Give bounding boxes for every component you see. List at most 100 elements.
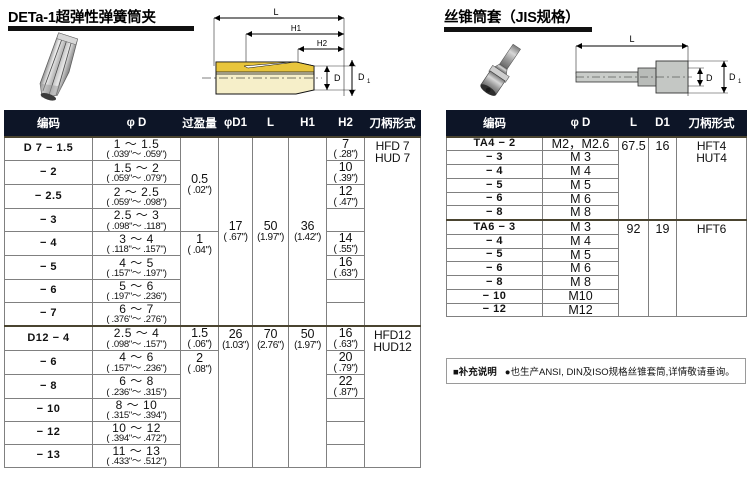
cell-code: − 4 [4, 231, 93, 257]
col-header-code: 编码 [4, 110, 93, 137]
col-header-l: L [618, 110, 649, 137]
cell-code: − 8 [446, 275, 543, 290]
cell-fit: 1.5 ( .06") [180, 324, 219, 351]
collet-dimension-drawing: L H1 H2 D D 1 [202, 7, 371, 96]
table-row: − 5 M 5 [446, 177, 747, 193]
table-row: D 7 − 1.5 1 ～ 1.5 ( .039"～ .059") 0.5 ( … [4, 135, 421, 327]
table-row: D12 − 4 2.5 ～ 4 ( .098"～ .157") 1.5 ( .0… [4, 324, 421, 468]
cell-phi-d: M 3 [542, 150, 619, 165]
col-header-holder: 刀柄形式 [676, 110, 747, 137]
cell-code: − 4 [446, 233, 543, 249]
cell-phi-d: 1 ～ 1.5 ( .039"～ .059") [92, 135, 181, 162]
cell-phi-d: M 6 [542, 261, 619, 276]
cell-h1: 50 (1.97") [288, 324, 327, 468]
cell-h1: 36 (1.42") [288, 135, 327, 327]
table-row: − 8 6 ～ 8 ( .236"～ .315") 22 ( .87") [4, 373, 421, 399]
cell-phi-d: 4 ～ 5 ( .157"～ .197") [92, 255, 181, 281]
cell-code: TA4 − 2 [446, 135, 543, 152]
cell-code: − 2.5 [4, 184, 93, 210]
table-row: − 6 4 ～ 6 ( .157"～ .236") 2 ( .08") 20 (… [4, 349, 421, 468]
svg-text:D: D [334, 73, 341, 83]
col-header-h2: H2 [326, 110, 365, 137]
svg-text:D: D [706, 73, 713, 83]
col-header-h1: H1 [288, 110, 327, 137]
table-header-row: 编码 φ D 过盈量 φD1 L H1 H2 刀柄形式 [4, 110, 421, 137]
table-row: − 3 2.5 ～ 3 ( .098"～ .118") [4, 208, 421, 233]
cell-phi-d: 4 ～ 6 ( .157"～ .236") [92, 349, 181, 375]
cell-phi-d: 1.5 ～ 2 ( .059"～ .079") [92, 160, 181, 186]
cell-phi-d: 6 ～ 8 ( .236"～ .315") [92, 373, 181, 399]
cell-holder: HFT6 [676, 219, 747, 318]
col-header-phi-d: φ D [542, 110, 619, 137]
cell-phi-d: M 3 [542, 218, 619, 235]
cell-code: D 7 − 1.5 [4, 135, 93, 162]
cell-code: − 6 [4, 349, 93, 375]
cell-phi-d: 11 ～ 13 ( .433"～ .512") [92, 443, 181, 468]
cell-h2: 22 ( .87") [326, 373, 365, 399]
cell-h2-empty [326, 302, 365, 327]
cell-h2-empty [326, 420, 365, 445]
col-header-phi-d: φ D [92, 110, 181, 137]
right-title-rule [444, 27, 592, 32]
col-header-phi-d1: φD1 [218, 110, 253, 137]
cell-fit: 0.5 ( .02") [180, 135, 219, 233]
cell-code: − 6 [446, 261, 543, 276]
cell-code: − 10 [446, 288, 543, 304]
cell-phi-d: 10 ～ 12 ( .394"～ .472") [92, 420, 181, 445]
cell-code: − 4 [446, 164, 543, 179]
cell-phi-d: M 5 [542, 247, 619, 263]
cell-code: − 6 [4, 279, 93, 304]
cell-phi-d: 2.5 ～ 4 ( .098"～ .157") [92, 324, 181, 351]
cell-phi-d: 6 ～ 7 ( .376"～ .276") [92, 302, 181, 327]
cell-h2: 12 ( .47") [326, 184, 365, 210]
cell-phi-d: M12 [542, 302, 619, 318]
cell-code: − 6 [446, 191, 543, 207]
cell-phi-d: M10 [542, 288, 619, 304]
cell-holder: HFD 7 HUD 7 [364, 135, 421, 327]
cell-code: − 5 [4, 255, 93, 281]
svg-text:H1: H1 [291, 24, 302, 33]
table-row: − 8 M 8 [446, 275, 747, 290]
cell-h2-empty [326, 397, 365, 422]
table-row: − 13 11 ～ 13 ( .433"～ .512") [4, 443, 421, 468]
collet-spec-table: 编码 φ D 过盈量 φD1 L H1 H2 刀柄形式 D 7 − 1.5 1 … [4, 110, 421, 468]
table-row: − 2.5 2 ～ 2.5 ( .059"～ .098") 12 ( .47") [4, 184, 421, 210]
table-row: − 5 4 ～ 5 ( .157"～ .197") 16 ( .63") [4, 255, 421, 281]
cell-h2: 10 ( .39") [326, 160, 365, 186]
note-text: ●也生产ANSI, DIN及ISO规格丝锥套筒,详情敬请垂询。 [504, 367, 735, 378]
table-row: TA4 − 2 M2，M2.6 67.5 16 HFT4 HUT4 [446, 135, 747, 221]
cell-h2-empty [326, 443, 365, 468]
cell-h2-empty [326, 208, 365, 233]
cell-code: − 5 [446, 247, 543, 263]
tap-holder-photo [480, 43, 521, 96]
table-header-row: 编码 φ D L D1 刀柄形式 [446, 110, 747, 137]
col-header-fit: 过盈量 [180, 110, 219, 137]
table-row: − 12 M12 [446, 302, 747, 318]
cell-code: − 5 [446, 177, 543, 193]
note-lead: ■补充说明 [453, 367, 497, 378]
cell-h2: 14 ( .55") [326, 231, 365, 257]
table-row: − 2 1.5 ～ 2 ( .059"～ .079") 10 ( .39") [4, 160, 421, 186]
left-section-title: DETa-1超弹性弹簧筒夹 [8, 10, 156, 26]
cell-phi-d1: 17 ( .67") [218, 135, 253, 327]
svg-text:1: 1 [738, 79, 742, 85]
tap-holder-dimension-drawing: L D D 1 [575, 34, 742, 96]
cell-code: D12 − 4 [4, 324, 93, 351]
table-row: − 6 M 6 [446, 191, 747, 207]
cell-code: − 13 [4, 443, 93, 468]
table-row: − 6 5 ～ 6 ( .197"～ .236") [4, 279, 421, 304]
table-row: − 4 M 4 [446, 233, 747, 249]
cell-h2: 20 ( .79") [326, 349, 365, 375]
cell-code: − 3 [446, 150, 543, 165]
svg-text:L: L [629, 34, 634, 44]
cell-phi-d: 2 ～ 2.5 ( .059"～ .098") [92, 184, 181, 210]
right-section-title: 丝锥筒套（JIS规格） [444, 10, 580, 26]
cell-code: − 8 [446, 205, 543, 221]
cell-phi-d: M 8 [542, 275, 619, 290]
svg-text:D: D [358, 72, 365, 82]
table-row: TA6 − 3 M 3 92 19 HFT6 [446, 218, 747, 318]
cell-code: − 12 [446, 302, 543, 318]
cell-h2: 16 ( .63") [326, 255, 365, 281]
cell-phi-d: M 4 [542, 164, 619, 179]
